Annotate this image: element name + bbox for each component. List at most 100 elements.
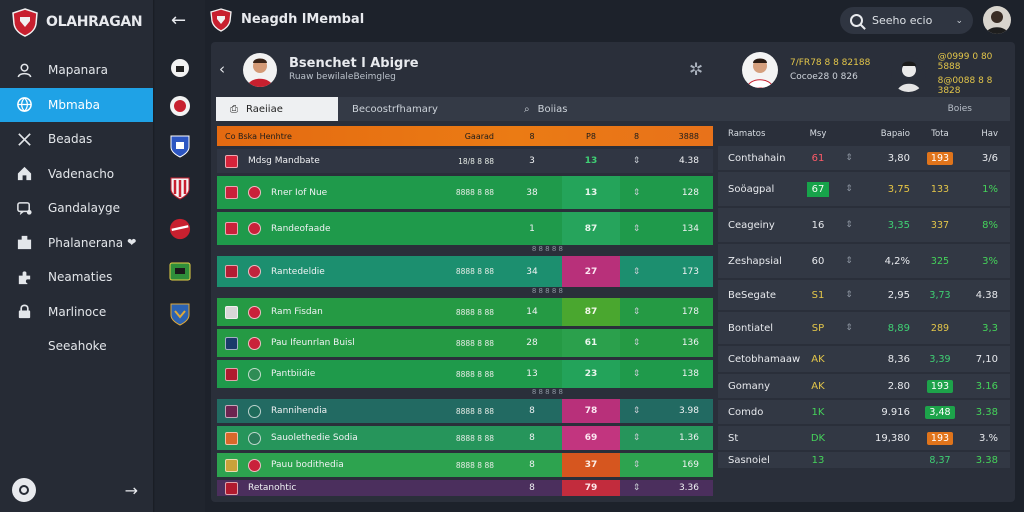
sort-arrows-icon[interactable]: ⇕: [632, 307, 641, 317]
stats-row[interactable]: Soöagpal 67 ⇕ 3,75 133 1%: [718, 172, 1010, 206]
column-header-team[interactable]: Co Bska Henhtre: [225, 131, 292, 141]
expand-arrow-icon[interactable]: →: [124, 480, 138, 500]
sidebar-item-seeahoke[interactable]: Seeahoke: [0, 329, 153, 364]
table-row[interactable]: Mdsg Mandbate 18/8 8 88 3 13 ⇕ 4.38: [217, 149, 713, 173]
team-cell: Retanohtic: [217, 481, 422, 495]
coach-avatar: [243, 53, 277, 87]
tab-extra-label[interactable]: Boies: [947, 104, 972, 114]
stats-row[interactable]: Conthahain 61 ⇕ 3,80 193 3/6: [718, 146, 1010, 170]
match-title: Bsenchet l Abigre: [289, 56, 419, 71]
stats-row[interactable]: St DK 19,380 193 3.%: [718, 426, 1010, 450]
sort-arrows-icon[interactable]: ⇕: [632, 369, 641, 379]
back-chevron-icon[interactable]: ‹: [219, 60, 225, 78]
team-badge-icon[interactable]: [169, 95, 191, 117]
stats-column-pill[interactable]: Tota: [931, 129, 949, 139]
stats-row[interactable]: Sasnoiel 13 8,37 3.38: [718, 452, 1010, 468]
tab-becoostrfhamary[interactable]: Becoostrfhamary: [338, 97, 510, 121]
table-row[interactable]: Ram Fisdan 8888 8 88 14 87 ⇕ 178: [217, 298, 713, 326]
stats-row[interactable]: Bontiatel SP ⇕ 8,89 289 3,3: [718, 312, 1010, 344]
gear-icon[interactable]: ✲: [689, 60, 704, 80]
stats-column-name[interactable]: Ramatos: [728, 129, 766, 139]
sort-arrows-icon[interactable]: ⇕: [845, 153, 853, 163]
table-row[interactable]: Rantedeldie 8888 8 88 34 27 ⇕ 173: [217, 256, 713, 287]
player-card[interactable]: 7/FR78 8 8 82188 Cocoe28 0 826: [742, 52, 870, 88]
stat-name: Comdo: [728, 406, 764, 418]
team-badge-icon[interactable]: [169, 218, 191, 240]
lock-icon: [15, 303, 33, 321]
sidebar-item-mbmaba[interactable]: Mbmaba: [0, 87, 153, 122]
sort-arrows-icon[interactable]: ⇕: [632, 266, 641, 277]
table-row[interactable]: Rannihendia 8888 8 88 8 78 ⇕ 3.98: [217, 399, 713, 423]
table-row[interactable]: Randeofaade 1 87 ⇕ 134: [217, 212, 713, 245]
goal-diff-cell: 3.98: [678, 406, 699, 416]
sort-arrows-icon[interactable]: ⇕: [845, 220, 853, 230]
team-badge-icon[interactable]: [169, 261, 191, 283]
sort-arrows-icon[interactable]: ⇕: [632, 187, 641, 198]
sort-arrows-icon[interactable]: ⇕: [632, 156, 641, 166]
sidebar-item-mapanara[interactable]: Mapanara: [0, 53, 153, 88]
sort-arrows-icon[interactable]: ⇕: [632, 433, 641, 443]
stats-column-val[interactable]: Msy: [809, 129, 827, 139]
stats-row[interactable]: Gomany AK 2.80 193 3.16: [718, 374, 1010, 398]
stats-row[interactable]: Comdo 1K 9.916 3,48 3.38: [718, 400, 1010, 424]
column-header-gd[interactable]: 3888: [678, 131, 699, 141]
column-header-pts[interactable]: P8: [586, 131, 596, 141]
sort-arrows-icon[interactable]: ⇕: [632, 483, 641, 493]
sidebar-item-beadas[interactable]: Beadas: [0, 122, 153, 157]
settings-button[interactable]: [12, 478, 36, 502]
table-row[interactable]: Pauu bodithedia 8888 8 88 8 37 ⇕ 169: [217, 453, 713, 477]
stat-pill-cell: 193: [920, 151, 960, 165]
sort-arrows-icon[interactable]: ⇕: [845, 256, 853, 266]
team-badge-icon[interactable]: [169, 135, 191, 158]
column-header-form[interactable]: Gaarad: [464, 131, 494, 141]
sort-arrows-icon[interactable]: ⇕: [632, 338, 641, 348]
stats-row[interactable]: BeSegate S1 ⇕ 2,95 3,73 4.38: [718, 280, 1010, 310]
sidebar-item-neamaties[interactable]: Neamaties: [0, 260, 153, 295]
team-badge-icon[interactable]: [169, 303, 191, 326]
goal-diff-cell: 134: [681, 223, 699, 234]
table-row[interactable]: Retanohtic 8 79 ⇕ 3.36: [217, 480, 713, 496]
sort-arrows-icon[interactable]: ⇕: [845, 184, 853, 194]
table-row[interactable]: Rner Iof Nue 8888 8 88 38 13 ⇕ 128: [217, 176, 713, 209]
stats-row[interactable]: Ceageiny 16 ⇕ 3,35 337 8%: [718, 208, 1010, 242]
user-avatar[interactable]: [983, 6, 1011, 34]
form-cell: 18/8 8 88: [458, 156, 494, 166]
table-row[interactable]: Sauolethedie Sodia 8888 8 88 8 69 ⇕ 1.36: [217, 426, 713, 450]
player-card[interactable]: @0999 0 80 5888 8@0088 8 8 3828: [891, 52, 1015, 96]
sort-arrows-icon[interactable]: ⇕: [845, 323, 853, 333]
team-badge-icon[interactable]: [169, 177, 191, 200]
column-header-trend[interactable]: 8: [633, 131, 640, 141]
sort-arrows-icon[interactable]: ⇕: [632, 223, 641, 234]
stats-column-last[interactable]: Hav: [981, 129, 998, 139]
played-cell: 8: [529, 406, 535, 416]
table-row[interactable]: Pau Ifeunrlan Buisl 8888 8 88 28 61 ⇕ 136: [217, 329, 713, 357]
stat-value-cell: 67: [798, 181, 838, 197]
sidebar-item-label: Mbmaba: [48, 97, 100, 112]
back-arrow-icon[interactable]: ←: [171, 10, 187, 31]
sort-arrows-icon[interactable]: ⇕: [632, 460, 641, 470]
team-badge-icon[interactable]: [169, 57, 191, 79]
stats-column-num[interactable]: Bapaio: [880, 129, 910, 139]
search-box[interactable]: ⌄: [840, 7, 973, 34]
sidebar-item-phalanerana[interactable]: Phalanerana ❤: [0, 226, 153, 261]
table-row[interactable]: Pantbiidie 8888 8 88 13 23 ⇕ 138: [217, 360, 713, 388]
stats-row[interactable]: Cetobhamaaw AK 8,36 3,39 7,10: [718, 346, 1010, 372]
column-header-p[interactable]: 8: [529, 131, 535, 141]
played-cell: 8: [529, 483, 535, 493]
sidebar-item-vadenacho[interactable]: Vadenacho: [0, 157, 153, 192]
tab-boiias[interactable]: ⌕ Boiias: [510, 97, 590, 121]
sort-arrows-icon[interactable]: ⇕: [632, 406, 641, 416]
stat-pill: 337: [930, 219, 950, 231]
home-icon: [15, 165, 33, 183]
sidebar-item-gandalayge[interactable]: Gandalayge: [0, 191, 153, 226]
search-input[interactable]: [872, 14, 934, 27]
sort-arrows-icon[interactable]: ⇕: [845, 290, 853, 300]
form-cell: 8888 8 88: [455, 338, 494, 348]
stats-row[interactable]: Zeshapsial 60 ⇕ 4,2% 325 3%: [718, 244, 1010, 278]
team-cell: Rantedeldie: [217, 265, 422, 278]
sidebar-item-marlinoce[interactable]: Marlinoce: [0, 295, 153, 330]
brand[interactable]: OLAHRAGAN: [0, 0, 153, 44]
chevron-down-icon[interactable]: ⌄: [955, 15, 963, 26]
team-name: Mdsg Mandbate: [248, 156, 320, 166]
tab-raeiiae[interactable]: ⎙ Raeiiae: [216, 97, 338, 121]
